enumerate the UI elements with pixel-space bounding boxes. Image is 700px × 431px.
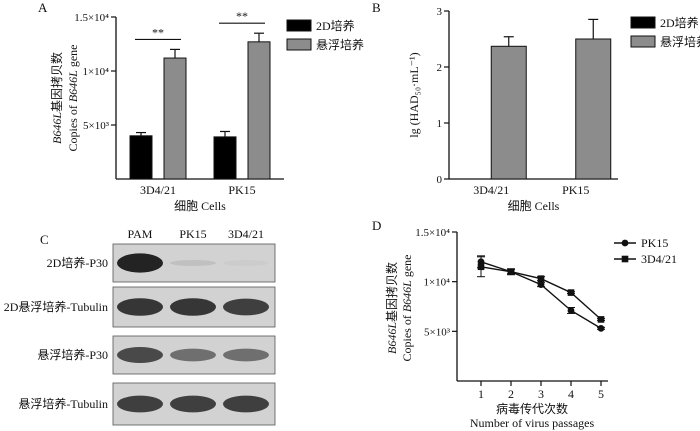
x-tick-label: PK15	[562, 183, 589, 197]
blot-row-label: 悬浮培养-Tubulin	[18, 396, 108, 411]
legend-swatch	[630, 35, 656, 48]
panel-label-c: C	[40, 232, 49, 247]
legend-label: 2D培养	[316, 18, 355, 33]
x-axis-title: 细胞 Cells	[174, 199, 226, 213]
legend-label: 悬浮培养	[660, 34, 700, 49]
y-tick-label: 1×10⁴	[423, 277, 450, 289]
legend-swatch	[630, 16, 656, 29]
y-axis-title-cn: B646L基因拷贝数	[49, 52, 64, 144]
x-axis-title-en: Number of virus passages	[470, 416, 595, 430]
data-point	[567, 289, 575, 296]
x-tick-label: 2	[508, 387, 514, 401]
lane-label: PK15	[179, 227, 206, 241]
y-axis-title-en: Copies of B646L gene	[66, 44, 80, 151]
significance-label: **	[152, 25, 164, 39]
legend-swatch	[286, 19, 312, 32]
y-tick-label: 0	[437, 174, 443, 186]
blot-row-label: 2D悬浮培养-Tubulin	[4, 299, 108, 314]
data-point	[507, 268, 515, 276]
x-tick-label: 5	[598, 387, 604, 401]
panel-label-b: B	[372, 0, 381, 15]
y-axis-title-cn: B646L基因拷贝数	[384, 262, 399, 354]
y-axis-title-en: Copies of B646L gene	[400, 254, 414, 361]
blot-band	[170, 395, 216, 413]
y-tick-label: 1.5×10⁴	[74, 12, 109, 24]
bar	[247, 41, 271, 180]
blot-band	[170, 298, 216, 316]
blot-band	[223, 348, 269, 362]
significance-label: **	[236, 9, 248, 23]
blot-row-label: 2D培养-P30	[47, 255, 108, 270]
data-point	[537, 281, 545, 289]
bar	[163, 57, 187, 180]
legend-label: 3D4/21	[641, 252, 677, 266]
western-blot: PAM PK15 3D4/21 2D培养-P30 2D悬浮培养-Tubulin 悬浮培养-…	[4, 227, 276, 426]
x-tick-label: 1	[478, 387, 484, 401]
x-tick-label: 3	[538, 387, 544, 401]
legend-label: 悬浮培养	[316, 37, 364, 52]
chart-a: 5×10³ 1×10⁴ 1.5×10⁴ 3D4/21 ** PK15 ** 细胞 Cells 2…	[49, 9, 364, 213]
blot-band	[170, 260, 216, 266]
data-point	[597, 316, 605, 323]
legend-label: 2D培养	[660, 15, 699, 30]
y-tick-label: 5×10³	[83, 120, 110, 132]
legend-label: PK15	[641, 236, 668, 250]
blot-band	[223, 260, 269, 266]
blot-band	[117, 253, 163, 273]
legend-swatch	[286, 38, 312, 51]
y-tick-label: 1×10⁴	[82, 66, 109, 78]
blot-row-label: 悬浮培养-P30	[37, 347, 108, 362]
legend-marker	[621, 255, 629, 263]
legend-marker	[621, 239, 629, 247]
bar	[129, 135, 153, 180]
blot-band	[117, 395, 163, 413]
y-axis-title: lg (HAD₅₀·mL⁻¹)	[407, 52, 421, 137]
lane-label: 3D4/21	[228, 227, 264, 241]
blot-band	[223, 298, 269, 316]
y-tick-label: 1.5×10⁴	[415, 227, 450, 239]
series-line	[480, 261, 602, 329]
blot-band	[117, 347, 163, 363]
x-tick-label: 4	[568, 387, 574, 401]
data-point	[537, 275, 545, 282]
y-tick-label: 1	[437, 118, 443, 130]
y-tick-label: 3	[437, 6, 443, 18]
x-tick-label: PK15	[228, 183, 255, 197]
panel-label-a: A	[38, 0, 48, 15]
bar	[490, 45, 527, 180]
panel-label-d: D	[372, 218, 381, 233]
x-axis-title-cn: 病毒传代次数	[496, 401, 568, 416]
x-axis-title: 细胞 Cells	[508, 199, 560, 213]
series-line	[480, 266, 602, 320]
data-point	[597, 324, 605, 332]
data-point	[477, 263, 485, 271]
x-tick-label: 3D4/21	[140, 183, 176, 197]
bar	[575, 38, 612, 180]
blot-band	[223, 395, 269, 413]
x-tick-label: 3D4/21	[473, 183, 509, 197]
data-point	[567, 307, 575, 314]
blot-band	[170, 348, 216, 362]
chart-d: 5×10³ 1×10⁴ 1.5×10⁴ 1 2 3 4 5 PK15 3D4/21 病毒传代次数Nu…	[384, 227, 677, 430]
blot-band	[117, 298, 163, 316]
y-tick-label: 5×10³	[424, 326, 451, 338]
lane-label: PAM	[128, 227, 153, 241]
y-tick-label: 2	[437, 62, 443, 74]
bar	[213, 136, 237, 180]
